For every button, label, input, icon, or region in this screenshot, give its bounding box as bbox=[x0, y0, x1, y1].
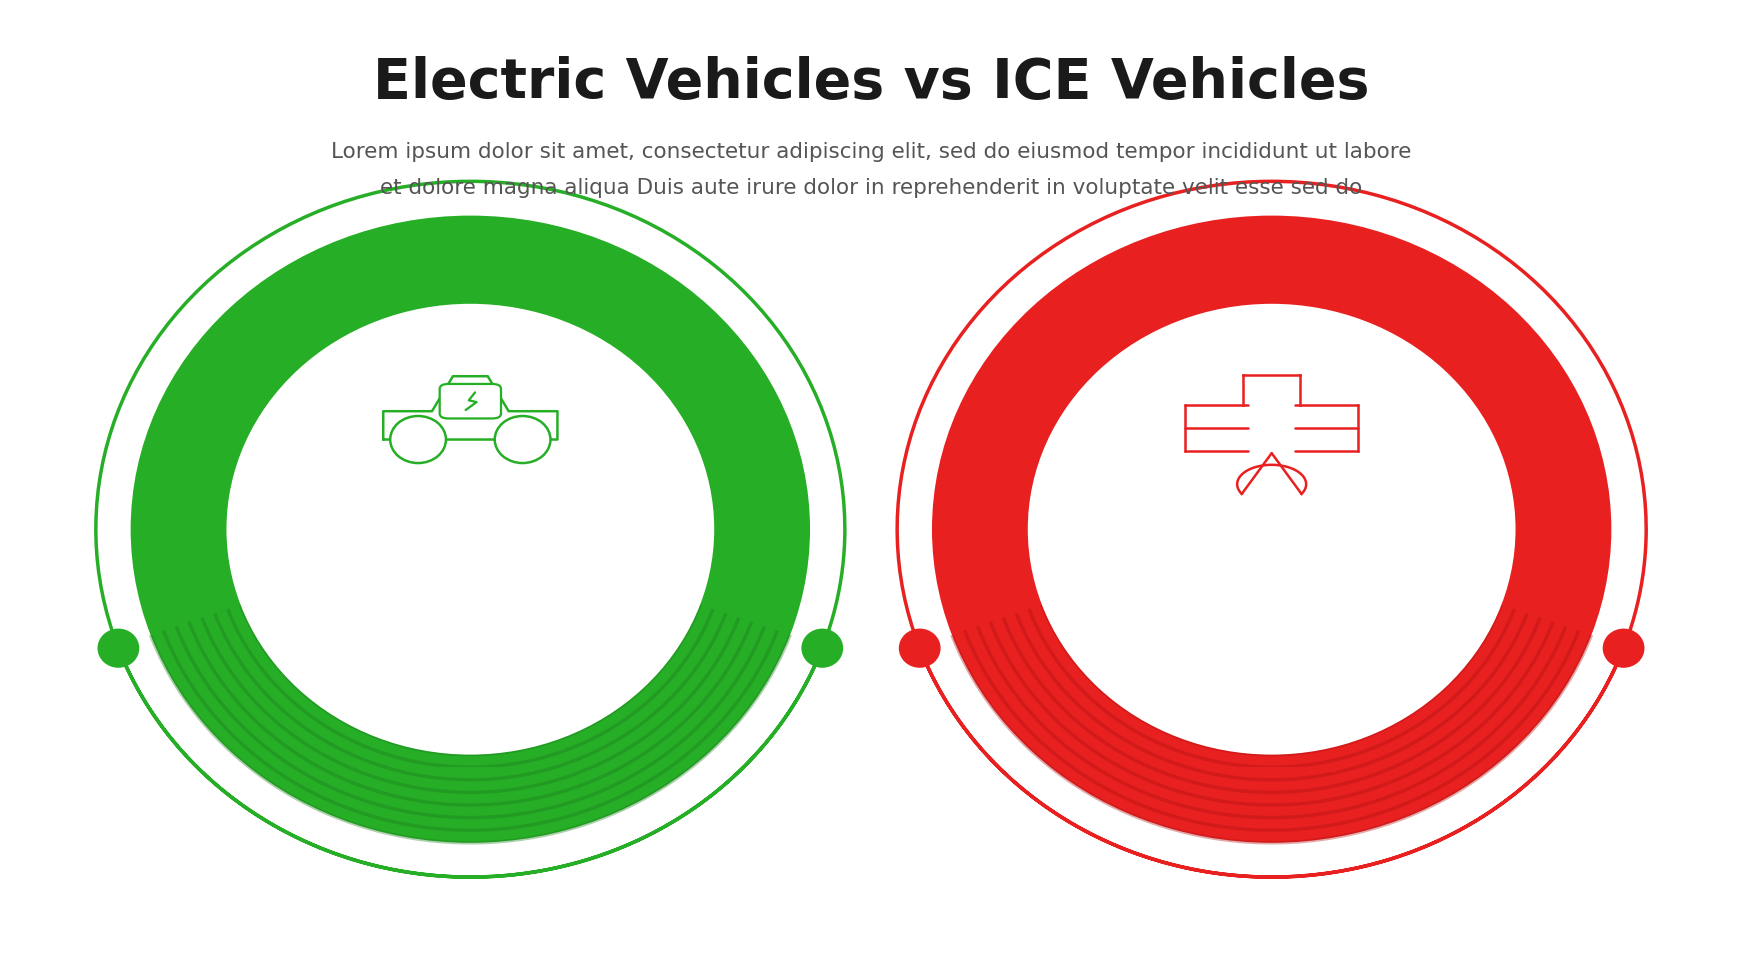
Ellipse shape bbox=[98, 628, 139, 667]
Ellipse shape bbox=[1028, 304, 1516, 755]
Ellipse shape bbox=[495, 416, 550, 463]
Text: Electric Vehicles vs ICE Vehicles: Electric Vehicles vs ICE Vehicles bbox=[373, 56, 1369, 111]
Text: Elements in the subjects
that have some purposes
and goals for the  busines
or c: Elements in the subjects that have some … bbox=[354, 615, 587, 717]
Ellipse shape bbox=[932, 216, 1611, 843]
Text: et dolore magna aliqua Duis aute irure dolor in reprehenderit in voluptate velit: et dolore magna aliqua Duis aute irure d… bbox=[380, 178, 1362, 198]
Ellipse shape bbox=[390, 416, 446, 463]
Text: ICE Vehicles: ICE Vehicles bbox=[1183, 536, 1361, 562]
Text: Electric Vehicles: Electric Vehicles bbox=[348, 536, 592, 562]
FancyBboxPatch shape bbox=[439, 384, 502, 418]
Ellipse shape bbox=[131, 216, 810, 843]
Ellipse shape bbox=[1603, 628, 1644, 667]
Ellipse shape bbox=[801, 628, 843, 667]
Text: Lorem ipsum dolor sit amet, consectetur adipiscing elit, sed do eiusmod tempor i: Lorem ipsum dolor sit amet, consectetur … bbox=[331, 142, 1411, 162]
Text: Elements in the subjects
that have some purposes
and goals for the  busines
or c: Elements in the subjects that have some … bbox=[1155, 615, 1388, 717]
Ellipse shape bbox=[226, 304, 714, 755]
Ellipse shape bbox=[899, 628, 941, 667]
